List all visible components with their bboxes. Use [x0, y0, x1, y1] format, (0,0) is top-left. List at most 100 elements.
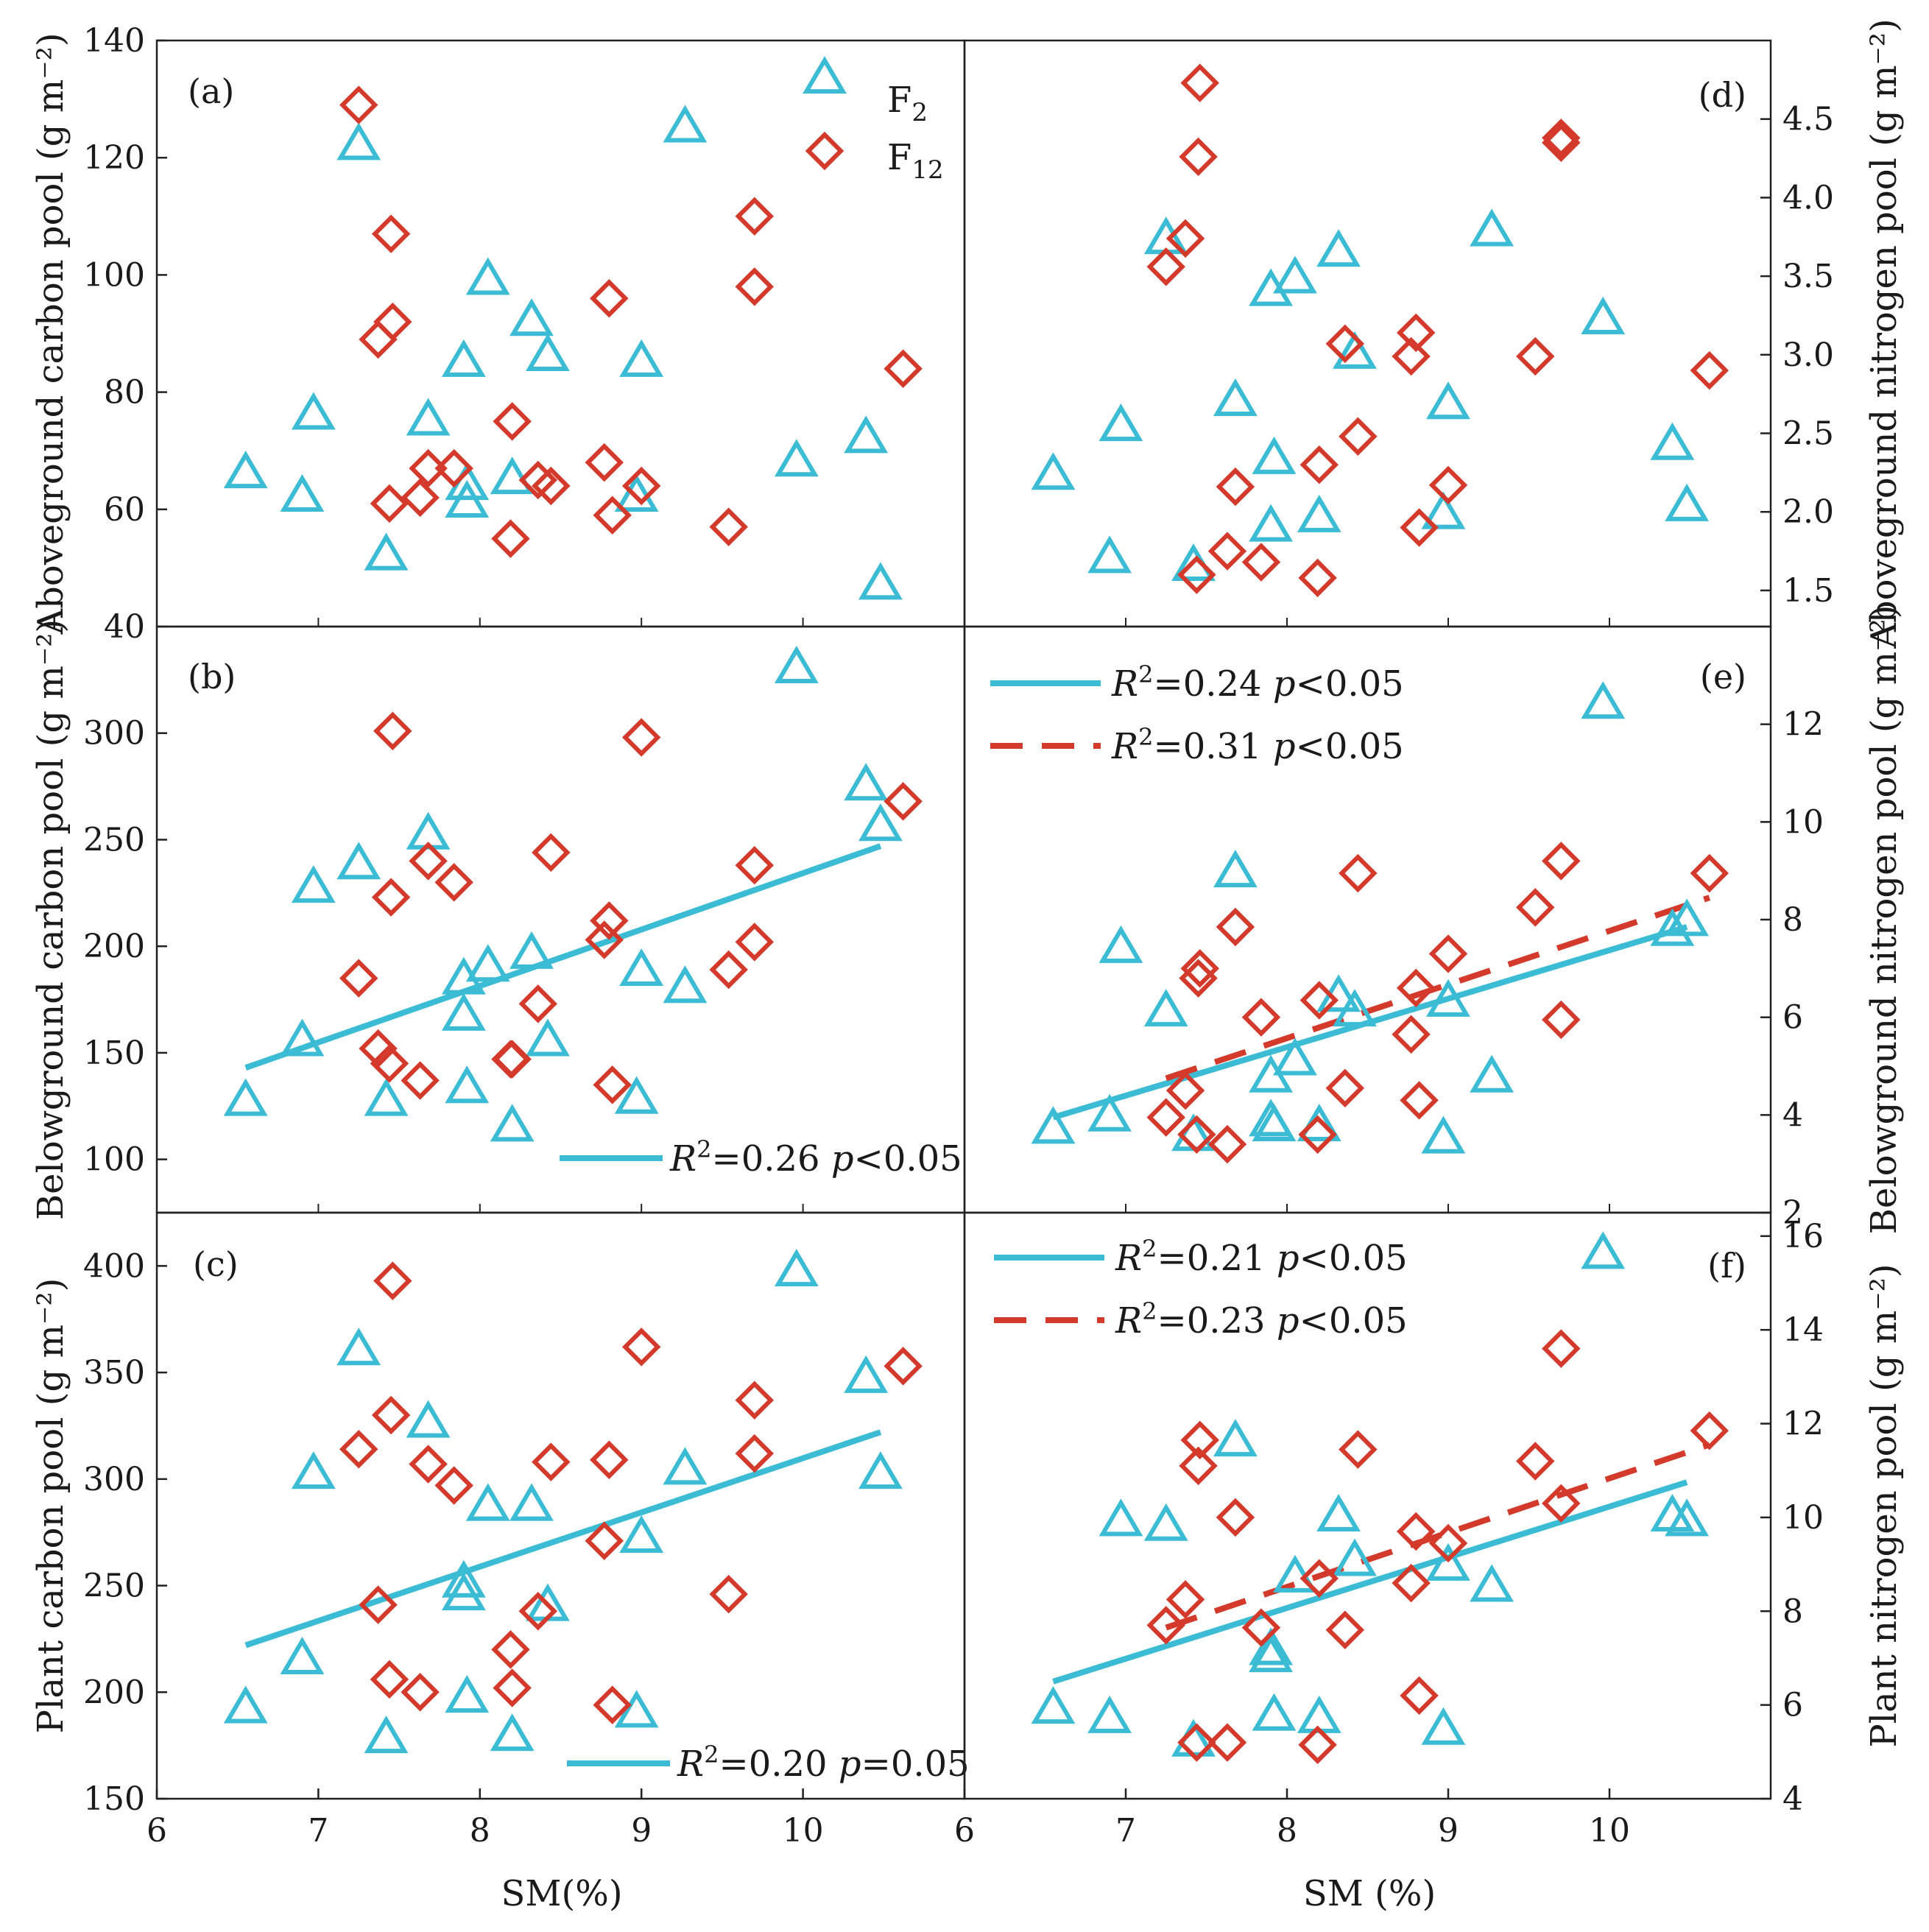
y-tick-label: 40	[104, 608, 145, 646]
panel-label-d: (d)	[1699, 75, 1746, 115]
fit-line-f12	[1165, 895, 1711, 1082]
panel-label-b: (b)	[188, 657, 236, 697]
point-f12	[709, 507, 748, 546]
series-f12-f	[1146, 1329, 1729, 1765]
point-f2	[441, 993, 486, 1031]
panel-e-frame	[963, 625, 1772, 1214]
panel-b-frame	[155, 625, 966, 1214]
y-tick-label: 16	[1782, 1218, 1824, 1255]
series-f12-b	[339, 711, 923, 1104]
fit-legend-text: R2=0.20 p=0.05	[677, 1741, 970, 1785]
point-f2	[465, 944, 510, 982]
fit-line-f2	[1052, 1479, 1688, 1685]
y-tick-label: 250	[83, 821, 145, 859]
series-f12-a	[339, 85, 923, 558]
point-f2	[774, 439, 819, 477]
x-axis-label-left: SM(%)	[501, 1873, 622, 1914]
panel-b: 100 150 200 250 300 Belowground carbon pool (…	[30, 619, 966, 1220]
point-f12	[532, 833, 571, 872]
point-f12	[1298, 558, 1337, 598]
x-tick-label: 10	[783, 1812, 824, 1850]
y-axis-label-e: Belowground nitrogen pool (g m⁻²)	[1863, 605, 1905, 1235]
legend-f12-marker	[805, 131, 844, 171]
y-tick-label: 4	[1782, 1780, 1803, 1818]
point-f12	[1165, 1580, 1205, 1619]
point-f12	[373, 711, 412, 751]
point-f12	[1299, 445, 1339, 484]
point-f2	[614, 1690, 659, 1728]
y-tick-label: 10	[1782, 803, 1824, 841]
point-f12	[884, 782, 923, 821]
point-f12	[370, 484, 409, 523]
point-f2	[441, 1573, 486, 1611]
legend-triangle-icon	[803, 56, 847, 94]
point-f2	[1426, 1543, 1470, 1581]
point-f12	[518, 984, 558, 1023]
point-f2	[1098, 925, 1143, 963]
point-f12	[709, 950, 748, 990]
point-f12	[735, 923, 775, 962]
fit-legend-text: R2=0.26 p<0.05	[669, 1135, 962, 1180]
point-f12	[1325, 324, 1365, 364]
series-f2-c	[223, 1249, 903, 1754]
point-f12	[1298, 1115, 1337, 1154]
point-f2	[406, 398, 451, 436]
point-f2	[490, 1713, 535, 1752]
point-f2	[291, 392, 336, 430]
y-tick-label: 100	[83, 1141, 145, 1179]
series-f12-c	[339, 1261, 923, 1724]
series-f12-d	[1146, 63, 1729, 598]
y-tick-label: 12	[1782, 1406, 1824, 1443]
point-f12	[1207, 1723, 1247, 1762]
x-tick-label: 7	[1115, 1812, 1136, 1850]
panel-d-frame	[963, 39, 1772, 628]
point-f12	[1428, 934, 1468, 973]
point-f2	[1650, 908, 1695, 946]
point-f12	[884, 1347, 923, 1386]
point-f2	[364, 1078, 409, 1116]
point-f2	[1665, 898, 1710, 937]
fit-line-f2	[244, 1429, 882, 1649]
point-f2	[336, 122, 381, 161]
point-f12	[593, 1685, 632, 1724]
point-f12	[1690, 1411, 1729, 1450]
fit-legend-text: R2=0.24 p<0.05	[1111, 660, 1404, 705]
point-f2	[1098, 1498, 1143, 1537]
point-f2	[619, 339, 664, 377]
panel-label-c: (c)	[193, 1244, 239, 1284]
point-f12	[585, 920, 624, 959]
point-f2	[291, 1451, 336, 1489]
point-f2	[858, 562, 903, 600]
point-f2	[663, 105, 708, 143]
point-f12	[1542, 119, 1581, 158]
point-f2	[1421, 1115, 1466, 1154]
y-tick-label: 8	[1782, 1593, 1803, 1630]
y-tick-label: 3.5	[1782, 258, 1834, 295]
y-tick-label: 200	[83, 1674, 145, 1711]
point-f2	[1273, 255, 1317, 294]
point-f2	[619, 948, 664, 987]
point-f2	[526, 1018, 570, 1057]
point-f2	[280, 1636, 325, 1674]
point-f12	[518, 1592, 558, 1631]
point-f2	[619, 1515, 664, 1553]
y-tick-label: 80	[104, 374, 145, 412]
y-tick-label: 300	[83, 715, 145, 752]
point-f2	[844, 763, 889, 801]
legend-diamond-icon	[805, 131, 844, 171]
point-f2	[1213, 850, 1258, 888]
point-f12	[434, 1466, 473, 1505]
point-f2	[406, 1400, 451, 1438]
point-f12	[339, 959, 378, 998]
point-f2	[663, 1447, 708, 1485]
point-f2	[509, 298, 554, 336]
point-f2	[1581, 296, 1626, 334]
point-f2	[1273, 1037, 1317, 1076]
x-tick-label: 8	[1277, 1812, 1297, 1850]
y-tick-label: 14	[1782, 1311, 1824, 1349]
legend-f12-label: F12	[887, 137, 944, 185]
x-tick-label: 6	[954, 1812, 975, 1850]
point-f12	[1392, 336, 1431, 376]
y-tick-label: 4	[1782, 1096, 1803, 1134]
point-f2	[223, 451, 268, 489]
